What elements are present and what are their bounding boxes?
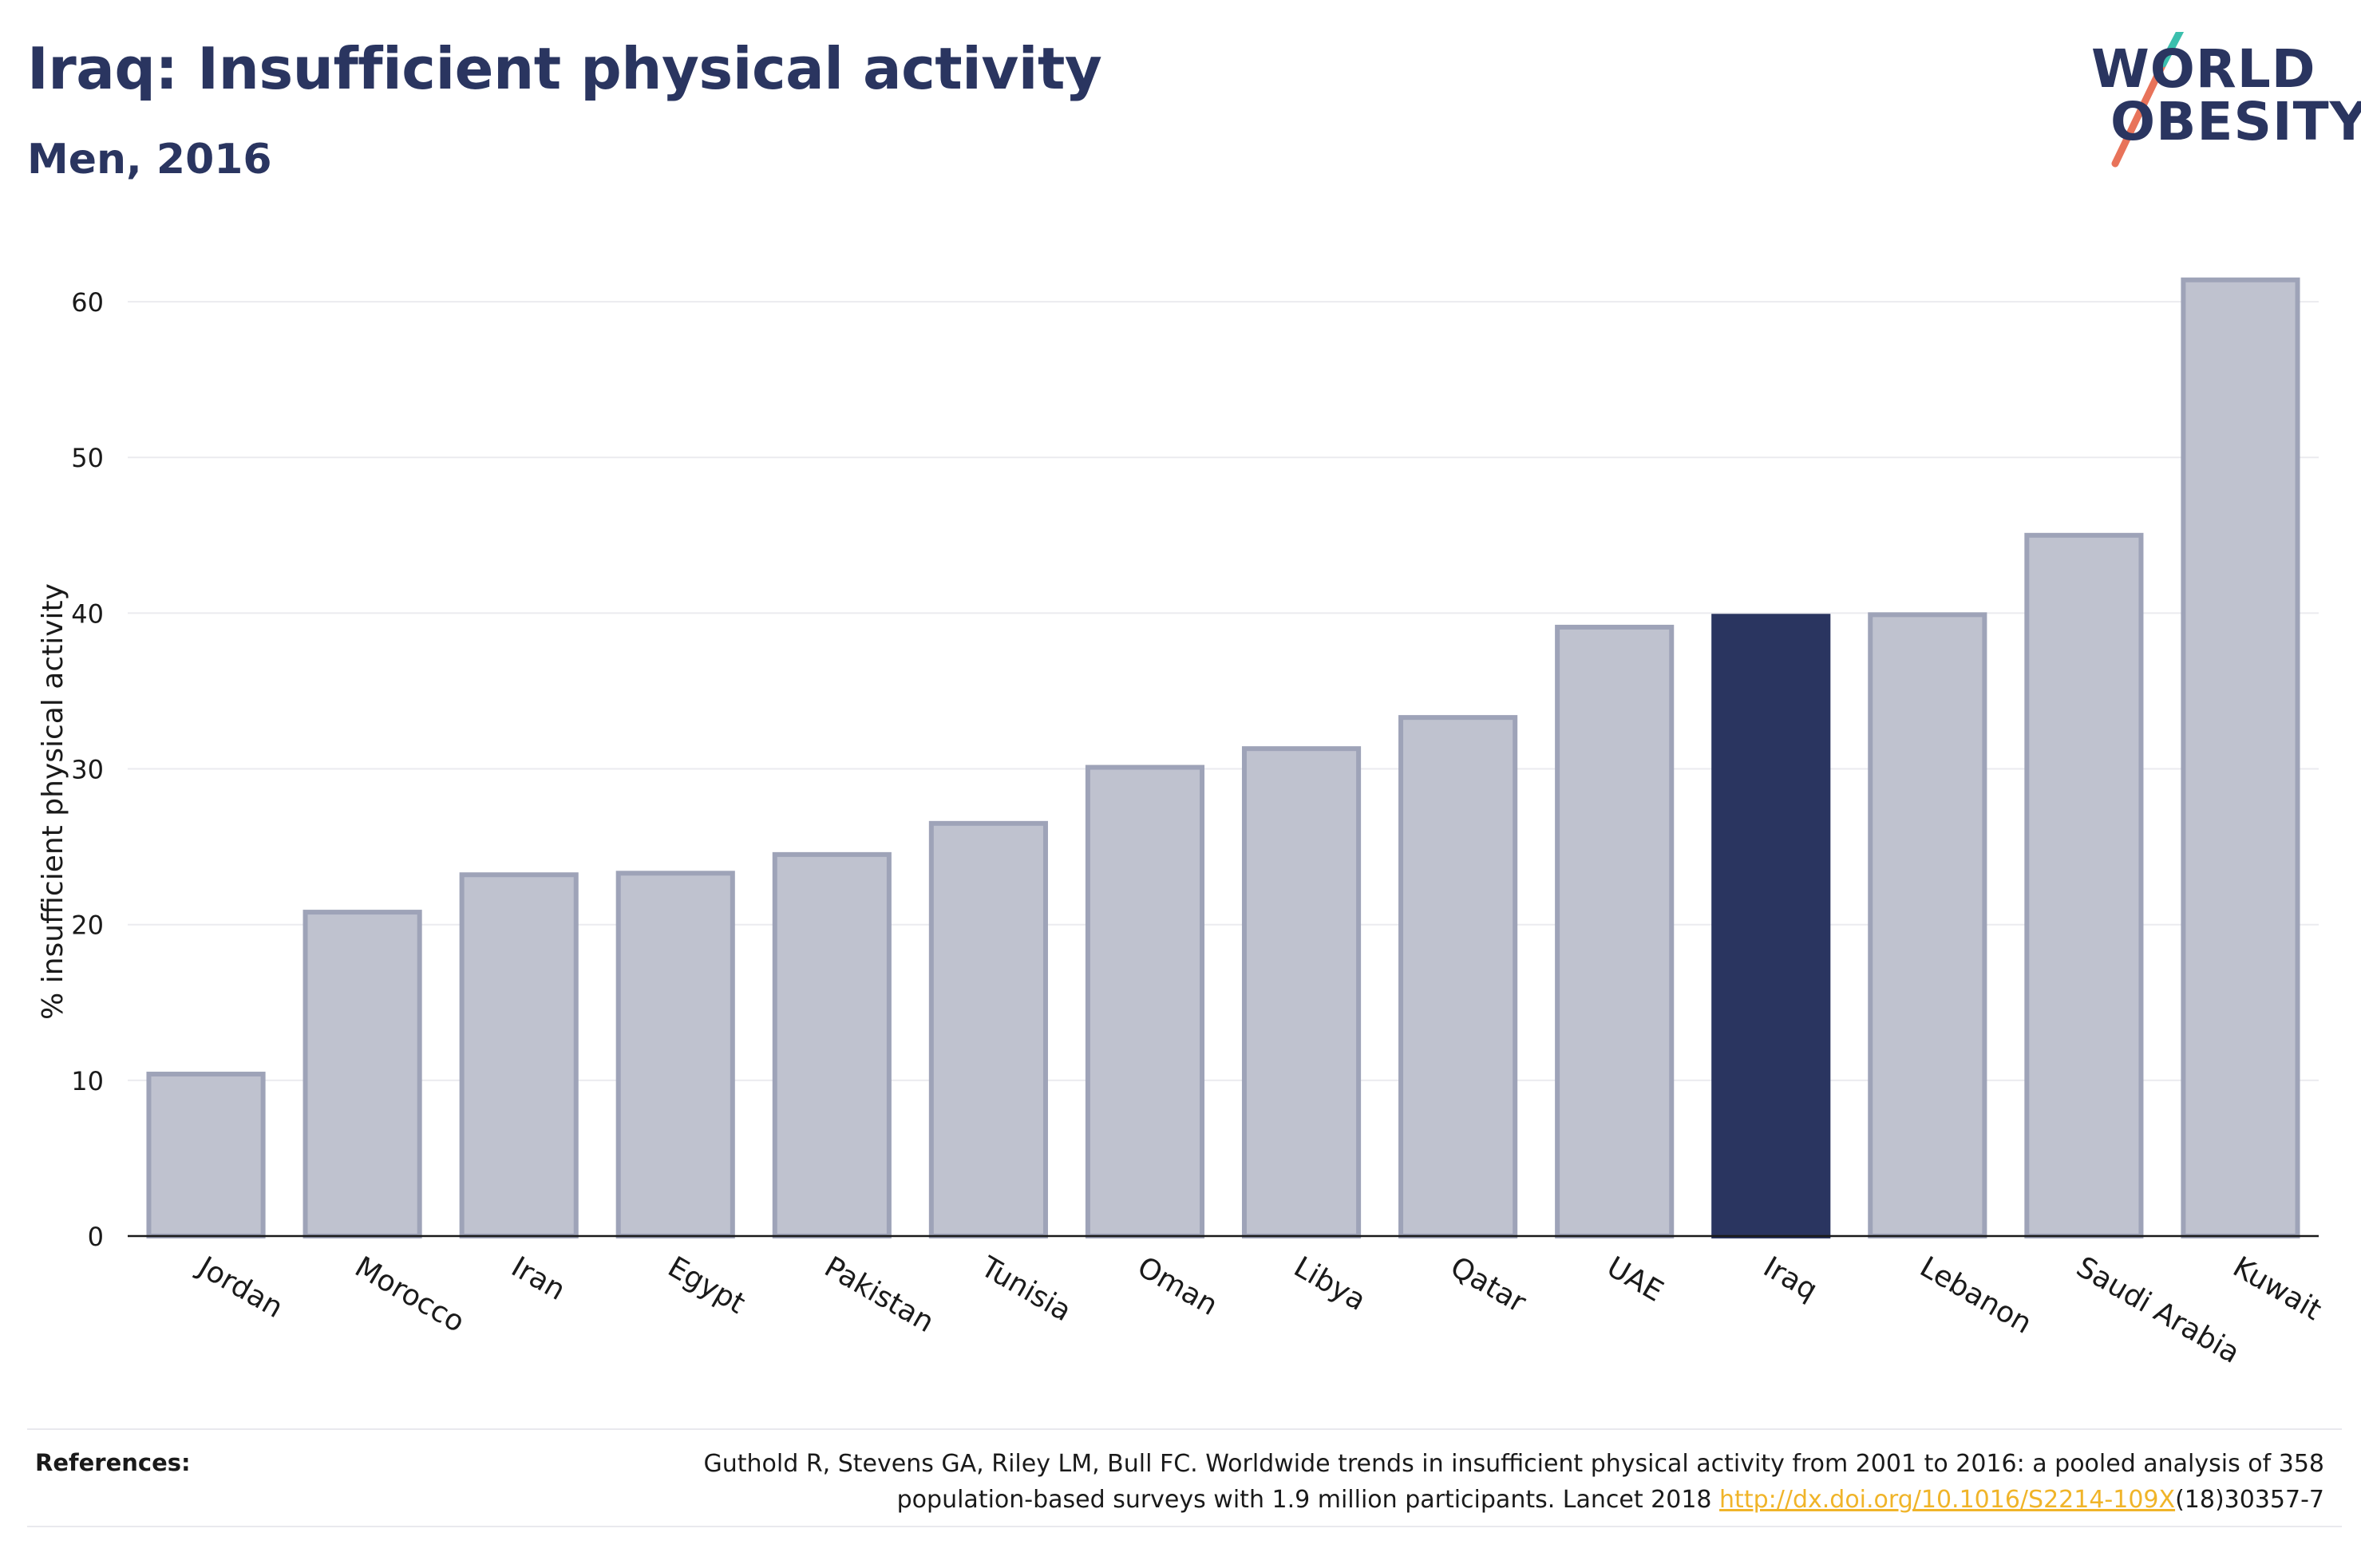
- references-label: References:: [35, 1449, 191, 1476]
- x-tick-label: Kuwait: [2227, 1250, 2327, 1327]
- bar-egypt[interactable]: [615, 871, 735, 1238]
- y-tick-label: 50: [71, 443, 104, 473]
- reference-line-2: population-based surveys with 1.9 millio…: [896, 1486, 1720, 1514]
- reference-doi-link[interactable]: http://dx.doi.org/10.1016/S2214-109X: [1719, 1486, 2176, 1514]
- bar-qatar[interactable]: [1398, 715, 1518, 1238]
- x-tick-label: Saudi Arabia: [2070, 1250, 2244, 1370]
- world-obesity-logo: WORLD OBESITY: [2075, 32, 2361, 168]
- reference-line-1: Guthold R, Stevens GA, Riley LM, Bull FC…: [703, 1450, 2324, 1478]
- x-tick-label: Qatar: [1445, 1250, 1531, 1319]
- x-tick-label: UAE: [1601, 1250, 1668, 1308]
- bar-tunisia[interactable]: [928, 820, 1048, 1238]
- x-tick-label: Egypt: [662, 1250, 750, 1320]
- gridlines: [128, 301, 2319, 1081]
- x-tick-label: Lebanon: [1914, 1250, 2037, 1341]
- y-axis-title: % insufficient physical activity: [37, 583, 69, 1020]
- reference-line-2-suffix: (18)30357-7: [2175, 1486, 2324, 1514]
- bar-pakistan[interactable]: [772, 851, 892, 1238]
- bar-iran[interactable]: [459, 872, 579, 1239]
- references-text: Guthold R, Stevens GA, Riley LM, Bull FC…: [488, 1446, 2324, 1518]
- references-divider-bottom: [27, 1526, 2342, 1527]
- x-tick-label: Pakistan: [819, 1250, 939, 1339]
- bar-lebanon[interactable]: [1868, 612, 1987, 1238]
- logo-line-1: WORLD: [2091, 38, 2316, 100]
- y-tick-label: 30: [71, 755, 104, 785]
- bar-chart: 0 10 20 30 40 50 60 % insufficient physical act…: [37, 277, 2327, 1370]
- bar-jordan[interactable]: [146, 1072, 266, 1238]
- chart-subtitle: Men, 2016: [27, 136, 272, 184]
- x-tick-label: Iran: [506, 1250, 571, 1307]
- bar-kuwait[interactable]: [2181, 277, 2300, 1239]
- references-divider-top: [27, 1428, 2342, 1430]
- chart-title: Iraq: Insufficient physical activity: [27, 35, 1102, 102]
- x-tick-label: Tunisia: [975, 1250, 1077, 1328]
- bars: [146, 277, 2300, 1239]
- x-tick-label: Morocco: [350, 1250, 470, 1339]
- y-tick-label: 10: [71, 1066, 104, 1096]
- y-tick-label: 0: [88, 1222, 104, 1252]
- x-tick-label: Oman: [1132, 1250, 1223, 1322]
- y-tick-label: 40: [71, 598, 104, 629]
- bar-iraq[interactable]: [1711, 614, 1831, 1238]
- x-tick-label: Iraq: [1758, 1250, 1822, 1307]
- logo-line-2: OBESITY: [2110, 91, 2361, 152]
- bar-oman[interactable]: [1085, 764, 1205, 1238]
- x-tick-label: Jordan: [192, 1250, 288, 1325]
- bar-saudi-arabia[interactable]: [2024, 532, 2144, 1238]
- y-tick-label: 20: [71, 910, 104, 941]
- bar-uae[interactable]: [1555, 624, 1675, 1238]
- bar-morocco[interactable]: [303, 910, 422, 1238]
- x-tick-label: Libya: [1288, 1250, 1371, 1317]
- bar-libya[interactable]: [1241, 746, 1362, 1238]
- y-tick-label: 60: [71, 287, 104, 318]
- logo-slash-icon: [2111, 32, 2185, 168]
